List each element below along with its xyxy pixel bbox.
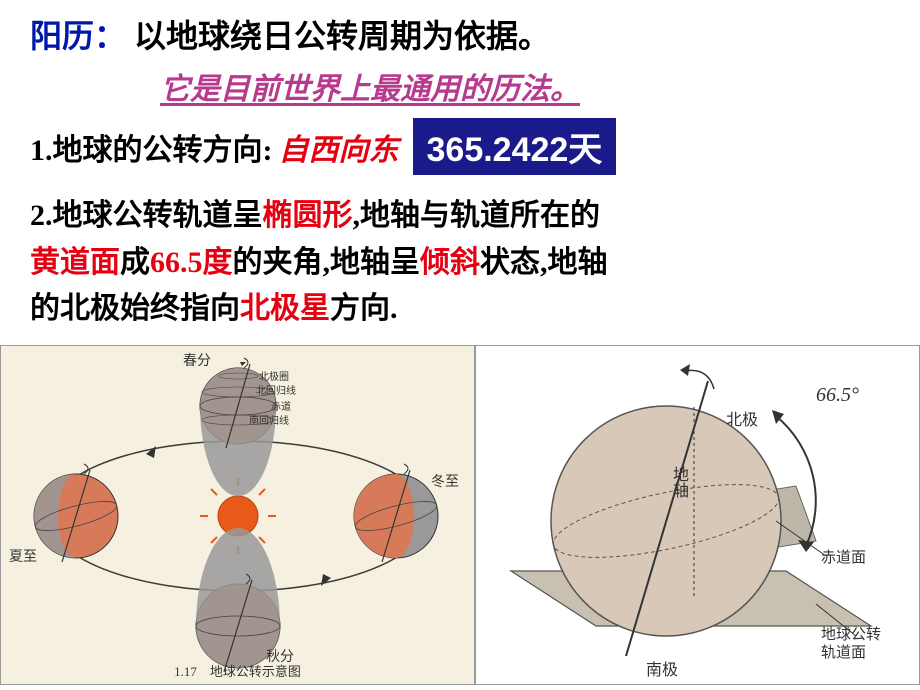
seg-4: 成: [120, 246, 150, 279]
label-angle: 66.5°: [816, 384, 859, 407]
seg-7: 倾斜: [420, 246, 480, 279]
seg-5: 66.5度: [150, 246, 233, 279]
period-badge: 365.2422天: [413, 118, 617, 175]
tilt-diagram: 66.5° 北极 南极 地轴 赤道面 地球公转轨道面: [475, 345, 920, 685]
label-south-pole: 南极: [646, 656, 678, 680]
seg-9: 北极星: [240, 292, 330, 325]
seg-2: ,地轴与轨道所在的: [353, 199, 601, 232]
label-equator-top: 赤道: [271, 398, 291, 413]
subheading-line-2: 它是目前世界上最通用的历法。: [160, 64, 900, 108]
seg-1: 椭圆形: [263, 199, 353, 232]
orbit-diagram: 春分 冬至 秋分 夏至 北极圈 北回归线 赤道 南回归线 1.17 地球公转示意…: [0, 345, 475, 685]
p1-direction: 自西向东: [279, 125, 399, 169]
label-summer: 夏至: [9, 546, 37, 566]
point-1: 1.地球的公转方向: 自西向东 365.2422天: [30, 118, 900, 175]
point-2: 2.地球公转轨道呈椭圆形,地轴与轨道所在的 黄道面成66.5度的夹角,地轴呈倾斜…: [30, 193, 900, 333]
seg-8-a: 状态,地轴: [480, 246, 608, 279]
label-npolecircle: 北极圈: [259, 368, 289, 383]
p1-prefix: 1.地球的公转方向:: [30, 125, 273, 169]
label-tropicN: 北回归线: [256, 382, 296, 397]
seg-8-b: 的北极始终指向: [30, 292, 240, 325]
seg-10: 方向.: [330, 292, 398, 325]
label-north-pole: 北极: [726, 406, 758, 430]
seg-3: 黄道面: [30, 246, 120, 279]
seg-6: 的夹角,地轴呈: [233, 246, 421, 279]
text-basis: 以地球绕日公转周期为依据。: [134, 18, 550, 54]
label-orbital-plane: 地球公转轨道面: [821, 626, 881, 662]
label-tropicS: 南回归线: [249, 412, 289, 427]
heading-line-1: 阳历： 以地球绕日公转周期为依据。: [30, 12, 900, 60]
orbit-caption: 1.17 地球公转示意图: [1, 661, 474, 680]
label-winter: 冬至: [431, 471, 459, 491]
orbit-svg: [1, 346, 476, 686]
label-equatorial-plane: 赤道面: [821, 546, 866, 567]
diagram-row: 春分 冬至 秋分 夏至 北极圈 北回归线 赤道 南回归线 1.17 地球公转示意…: [0, 345, 920, 685]
seg-0: 2.地球公转轨道呈: [30, 199, 263, 232]
label-yangli: 阳历：: [30, 18, 126, 54]
label-axis: 地轴: [666, 466, 690, 498]
label-spring: 春分: [183, 350, 211, 370]
